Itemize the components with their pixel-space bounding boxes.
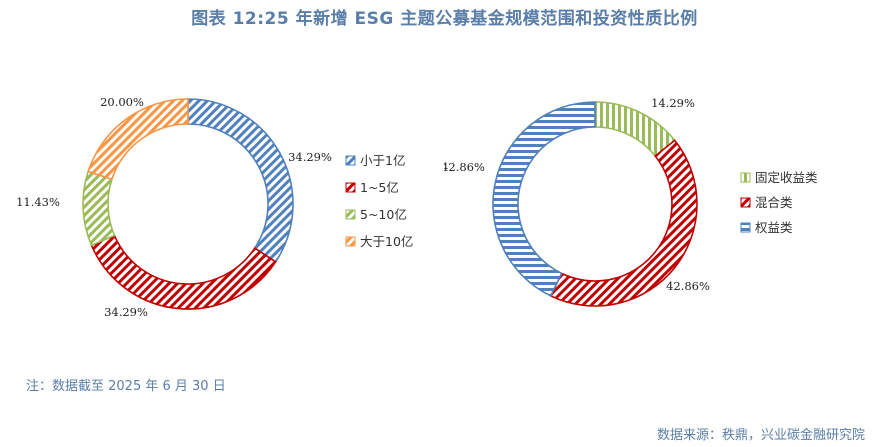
chart-title: 图表 12:25 年新增 ESG 主题公募基金规模范围和投资性质比例	[191, 9, 698, 29]
legend-item-大于10亿: 大于10亿	[360, 234, 413, 249]
legend-item-固定收益类: 固定收益类	[755, 170, 818, 185]
slice-小于1亿	[187, 98, 294, 263]
slice-1-5亿	[90, 234, 277, 310]
source-note: 数据来源：秩鼎，兴业碳金融研究院	[656, 428, 865, 443]
data-label-混合类: 42.86%	[666, 279, 710, 293]
legend-swatch-1-5亿	[345, 182, 356, 193]
data-label-大于10亿: 20.00%	[100, 95, 144, 109]
legend-item-小于1亿: 小于1亿	[360, 153, 405, 168]
legend-item-5-10亿: 5~10亿	[360, 207, 407, 222]
slice-大于10亿	[87, 98, 189, 181]
data-label-小于1亿: 34.29%	[288, 150, 332, 164]
footnote: 注：数据截至 2025 年 6 月 30 日	[26, 379, 226, 394]
legend-swatch-混合类	[740, 197, 751, 208]
legend-swatch-小于1亿	[345, 155, 356, 166]
legend-swatch-大于10亿	[345, 236, 356, 247]
slice-5-10亿	[82, 170, 116, 247]
legend-item-权益类: 权益类	[755, 220, 793, 235]
legend-swatch-固定收益类	[740, 172, 751, 183]
legend-swatch-权益类	[740, 222, 751, 233]
data-label-权益类: 42.86%	[444, 160, 485, 174]
donut-chart-size: 34.29% 34.29% 11.43% 20.00% 小于1亿 1~5亿 5~10亿大于1…	[16, 95, 413, 319]
legend-item-1-5亿: 1~5亿	[360, 180, 399, 195]
data-label-固定收益类: 14.29%	[651, 96, 695, 110]
data-label-1-5亿: 34.29%	[104, 305, 148, 319]
slice-固定收益类	[594, 101, 676, 158]
legend-swatch-5-10亿	[345, 209, 356, 220]
data-label-5-10亿: 11.43%	[16, 195, 60, 209]
legend-item-混合类: 混合类	[755, 195, 793, 210]
slice-权益类	[492, 101, 596, 297]
